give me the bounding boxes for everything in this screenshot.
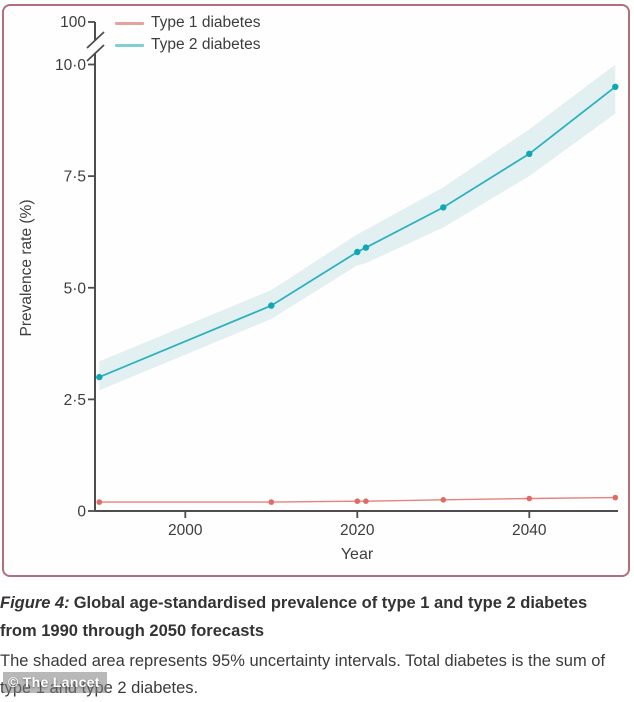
- y-tick-label: 10·0: [55, 57, 86, 74]
- type1-swatch: [115, 21, 144, 25]
- data-point-type2-1990: [96, 373, 103, 381]
- legend-item-type2: Type 2 diabetes: [115, 34, 260, 56]
- data-point-type2-2050: [612, 83, 619, 91]
- axis-break-slash: [86, 44, 105, 62]
- caption-title: Figure 4: Global age-standardised prevale…: [0, 589, 624, 645]
- data-point-type1-2021: [363, 498, 369, 505]
- y-tick-label: 7·5: [64, 169, 86, 186]
- data-point-type1-1990: [96, 499, 103, 505]
- x-tick-label: 2040: [512, 522, 547, 539]
- legend-label-type1: Type 1 diabetes: [151, 14, 261, 31]
- caption-figure-label: Figure 4:: [0, 594, 70, 612]
- y-tick-label: 0: [77, 504, 86, 521]
- x-tick-label: 2000: [168, 522, 203, 539]
- data-point-type1-2050: [612, 494, 619, 501]
- type2-swatch: [115, 43, 144, 47]
- uncertainty-band: [99, 64, 616, 391]
- legend: Type 1 diabetes Type 2 diabetes: [115, 12, 260, 56]
- data-point-type2-2040: [526, 150, 533, 157]
- data-point-type2-2010: [268, 302, 275, 309]
- x-tick-label: 2020: [340, 522, 375, 539]
- x-axis-title: Year: [340, 546, 374, 563]
- data-point-type2-2020: [354, 248, 361, 256]
- figure-caption: Figure 4: Global age-standardised prevale…: [0, 589, 624, 702]
- axis-break-slash: [86, 31, 105, 49]
- y-tick-label: 100: [60, 14, 86, 31]
- data-point-type1-2010: [268, 499, 275, 505]
- lancet-watermark: © The Lancet: [3, 672, 107, 693]
- y-axis-title: Prevalence rate (%): [18, 199, 35, 337]
- data-point-type2-2030: [440, 204, 447, 211]
- chart-svg: 100 0 2·5 5·0 7·5 10·0 2000 2020 2040: [55, 14, 619, 539]
- y-tick-label: 2·5: [64, 392, 86, 409]
- data-point-type1-2040: [526, 495, 533, 502]
- data-point-type2-2021: [362, 244, 370, 251]
- data-point-type1-2020: [354, 498, 361, 505]
- data-point-type1-2030: [440, 497, 447, 503]
- caption-title-text: Global age-standardised prevalence of ty…: [0, 594, 588, 640]
- legend-item-type1: Type 1 diabetes: [115, 12, 260, 34]
- legend-label-type2: Type 2 diabetes: [151, 36, 261, 53]
- y-tick-label: 5·0: [64, 280, 87, 297]
